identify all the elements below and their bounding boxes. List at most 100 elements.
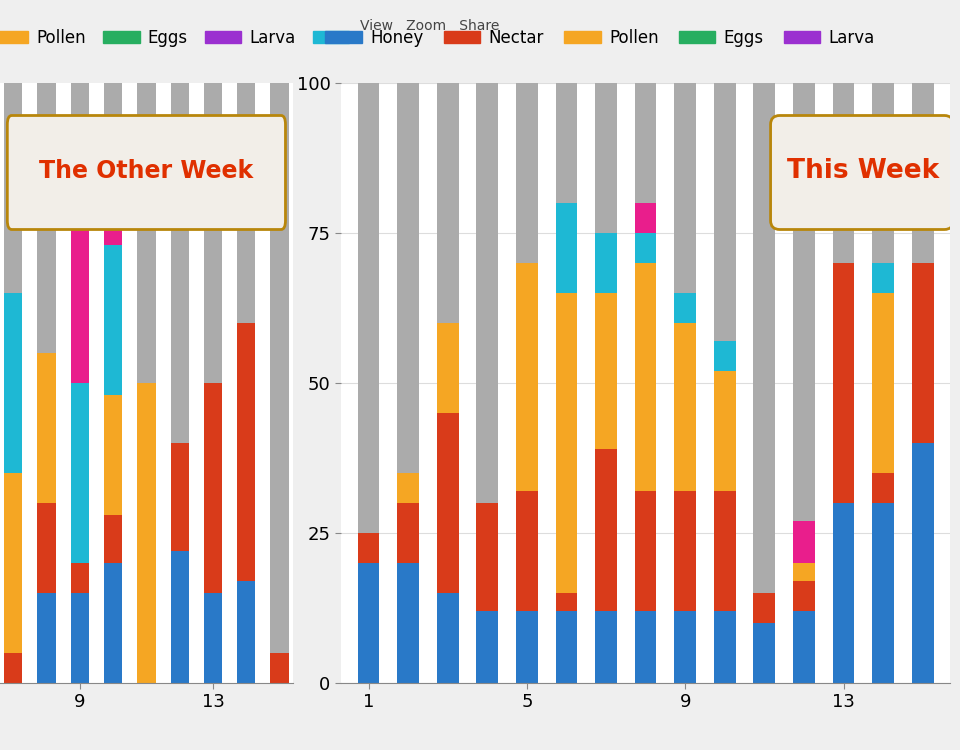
Bar [714,340,735,370]
Bar [754,592,776,622]
Bar [714,610,735,682]
Bar [595,292,617,448]
Bar [137,382,156,682]
Bar [4,652,22,682]
Bar [397,472,419,502]
Bar [912,82,933,262]
Text: This Week: This Week [787,158,939,184]
Bar [271,652,289,682]
Bar [595,232,617,292]
Bar [714,490,735,610]
Bar [832,82,854,262]
Bar [714,370,735,490]
Bar [437,413,459,592]
Bar [437,82,459,322]
Bar [476,82,498,503]
Bar [104,214,122,244]
Bar [476,610,498,682]
Bar [832,503,854,682]
Bar [674,292,696,322]
Bar [754,622,776,682]
Bar [556,202,577,292]
Bar [674,610,696,682]
Bar [237,322,255,580]
Bar [171,550,189,682]
Bar [873,292,894,472]
Bar [271,82,289,652]
Bar [754,82,776,592]
Bar [37,82,56,352]
Bar [556,292,577,592]
Bar [873,82,894,262]
Bar [832,262,854,503]
Bar [873,262,894,292]
Bar [516,490,538,610]
Bar [358,532,379,562]
Bar [912,262,933,442]
Bar [358,82,379,532]
Text: The Other Week: The Other Week [39,159,253,183]
Bar [516,82,538,262]
Bar [104,394,122,514]
Bar [674,82,696,292]
Bar [873,503,894,682]
Bar [4,472,22,652]
Bar [397,503,419,562]
Bar [714,82,735,340]
Bar [437,322,459,413]
Bar [595,448,617,610]
Bar [71,82,89,142]
Bar [71,562,89,592]
Bar [635,82,657,203]
Bar [793,562,815,580]
Legend: Pollen, Eggs, Larva,  : Pollen, Eggs, Larva, [0,22,370,53]
Bar [793,520,815,562]
Bar [635,262,657,490]
Bar [437,592,459,682]
Bar [793,610,815,682]
Bar [516,610,538,682]
Bar [104,514,122,562]
Bar [793,580,815,610]
Bar [674,490,696,610]
Bar [358,562,379,682]
Bar [137,82,156,382]
Bar [37,503,56,592]
Bar [71,382,89,562]
Bar [237,580,255,682]
Bar [171,82,189,442]
Bar [37,592,56,682]
Bar [912,442,933,682]
Bar [556,82,577,203]
Bar [71,142,89,382]
Bar [556,172,577,202]
Bar [397,562,419,682]
Bar [635,202,657,232]
Bar [237,82,255,322]
Bar [4,82,22,292]
Bar [104,562,122,682]
Bar [674,322,696,490]
Bar [873,472,894,502]
Bar [793,82,815,520]
Bar [635,232,657,262]
Bar [204,382,222,592]
Bar [37,352,56,503]
Bar [171,442,189,550]
FancyBboxPatch shape [8,116,285,230]
Text: View   Zoom   Share: View Zoom Share [360,19,499,33]
Bar [104,244,122,394]
Bar [556,592,577,610]
Bar [397,82,419,472]
Bar [71,592,89,682]
Bar [4,292,22,472]
Bar [635,490,657,610]
Bar [476,503,498,610]
Legend: Honey, Nectar, Pollen, Eggs, Larva: Honey, Nectar, Pollen, Eggs, Larva [319,22,881,53]
FancyBboxPatch shape [771,116,953,230]
Bar [595,82,617,232]
Bar [556,610,577,682]
Bar [204,82,222,382]
Bar [204,592,222,682]
Bar [595,610,617,682]
